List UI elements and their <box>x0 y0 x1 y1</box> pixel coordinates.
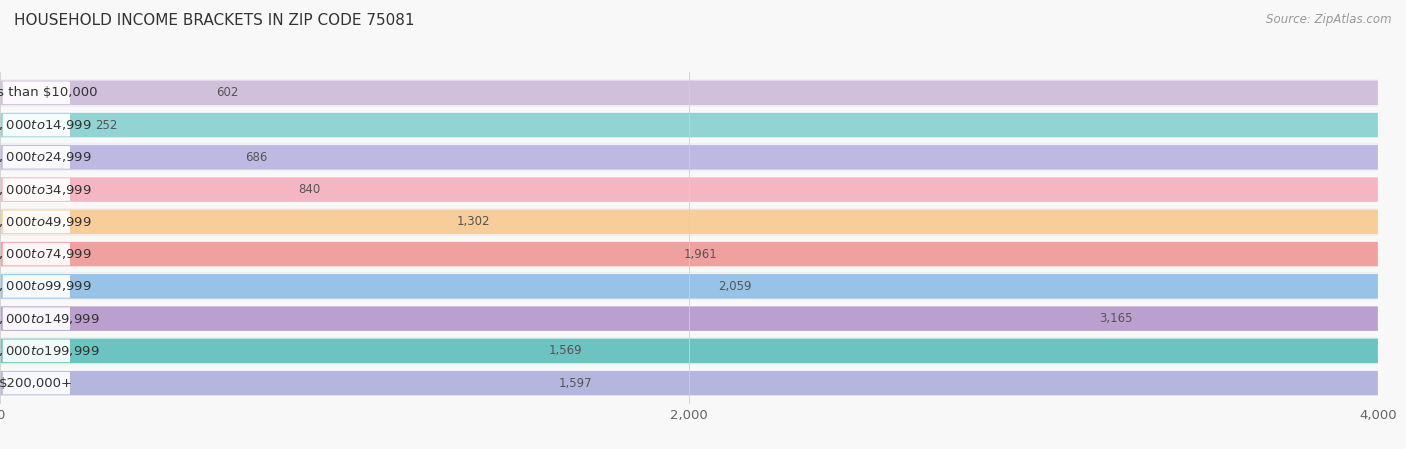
Text: 1,961: 1,961 <box>685 247 718 260</box>
FancyBboxPatch shape <box>0 176 1378 203</box>
FancyBboxPatch shape <box>3 114 70 136</box>
FancyBboxPatch shape <box>0 113 1378 137</box>
Text: 1,302: 1,302 <box>457 216 491 229</box>
FancyBboxPatch shape <box>3 275 70 298</box>
FancyBboxPatch shape <box>0 242 1378 266</box>
FancyBboxPatch shape <box>0 208 1378 236</box>
FancyBboxPatch shape <box>3 372 70 394</box>
Text: $10,000 to $14,999: $10,000 to $14,999 <box>0 118 91 132</box>
FancyBboxPatch shape <box>3 339 70 362</box>
FancyBboxPatch shape <box>0 339 1378 363</box>
FancyBboxPatch shape <box>0 177 1378 202</box>
Text: 1,597: 1,597 <box>558 377 592 390</box>
Text: 2,059: 2,059 <box>718 280 751 293</box>
FancyBboxPatch shape <box>3 307 70 330</box>
FancyBboxPatch shape <box>0 80 1378 105</box>
FancyBboxPatch shape <box>0 337 1378 365</box>
Text: Source: ZipAtlas.com: Source: ZipAtlas.com <box>1267 13 1392 26</box>
FancyBboxPatch shape <box>3 178 70 201</box>
FancyBboxPatch shape <box>0 210 1378 234</box>
Text: $200,000+: $200,000+ <box>0 377 73 390</box>
FancyBboxPatch shape <box>0 145 1378 170</box>
Text: $100,000 to $149,999: $100,000 to $149,999 <box>0 312 100 326</box>
FancyBboxPatch shape <box>0 79 1378 107</box>
Text: $35,000 to $49,999: $35,000 to $49,999 <box>0 215 91 229</box>
Text: 252: 252 <box>96 119 118 132</box>
FancyBboxPatch shape <box>0 305 1378 333</box>
Text: $50,000 to $74,999: $50,000 to $74,999 <box>0 247 91 261</box>
Text: $25,000 to $34,999: $25,000 to $34,999 <box>0 183 91 197</box>
Text: $150,000 to $199,999: $150,000 to $199,999 <box>0 344 100 358</box>
Text: HOUSEHOLD INCOME BRACKETS IN ZIP CODE 75081: HOUSEHOLD INCOME BRACKETS IN ZIP CODE 75… <box>14 13 415 28</box>
Text: 3,165: 3,165 <box>1099 312 1132 325</box>
FancyBboxPatch shape <box>0 371 1378 396</box>
FancyBboxPatch shape <box>0 273 1378 300</box>
FancyBboxPatch shape <box>3 146 70 169</box>
FancyBboxPatch shape <box>0 111 1378 139</box>
Text: Less than $10,000: Less than $10,000 <box>0 86 97 99</box>
FancyBboxPatch shape <box>3 243 70 265</box>
Text: 1,569: 1,569 <box>550 344 582 357</box>
FancyBboxPatch shape <box>0 143 1378 171</box>
FancyBboxPatch shape <box>3 82 70 104</box>
FancyBboxPatch shape <box>0 274 1378 299</box>
FancyBboxPatch shape <box>0 240 1378 268</box>
Text: 686: 686 <box>245 151 267 164</box>
Text: 840: 840 <box>298 183 321 196</box>
FancyBboxPatch shape <box>0 306 1378 331</box>
FancyBboxPatch shape <box>0 369 1378 397</box>
Text: 602: 602 <box>217 86 239 99</box>
Text: $75,000 to $99,999: $75,000 to $99,999 <box>0 279 91 293</box>
FancyBboxPatch shape <box>3 211 70 233</box>
Text: $15,000 to $24,999: $15,000 to $24,999 <box>0 150 91 164</box>
